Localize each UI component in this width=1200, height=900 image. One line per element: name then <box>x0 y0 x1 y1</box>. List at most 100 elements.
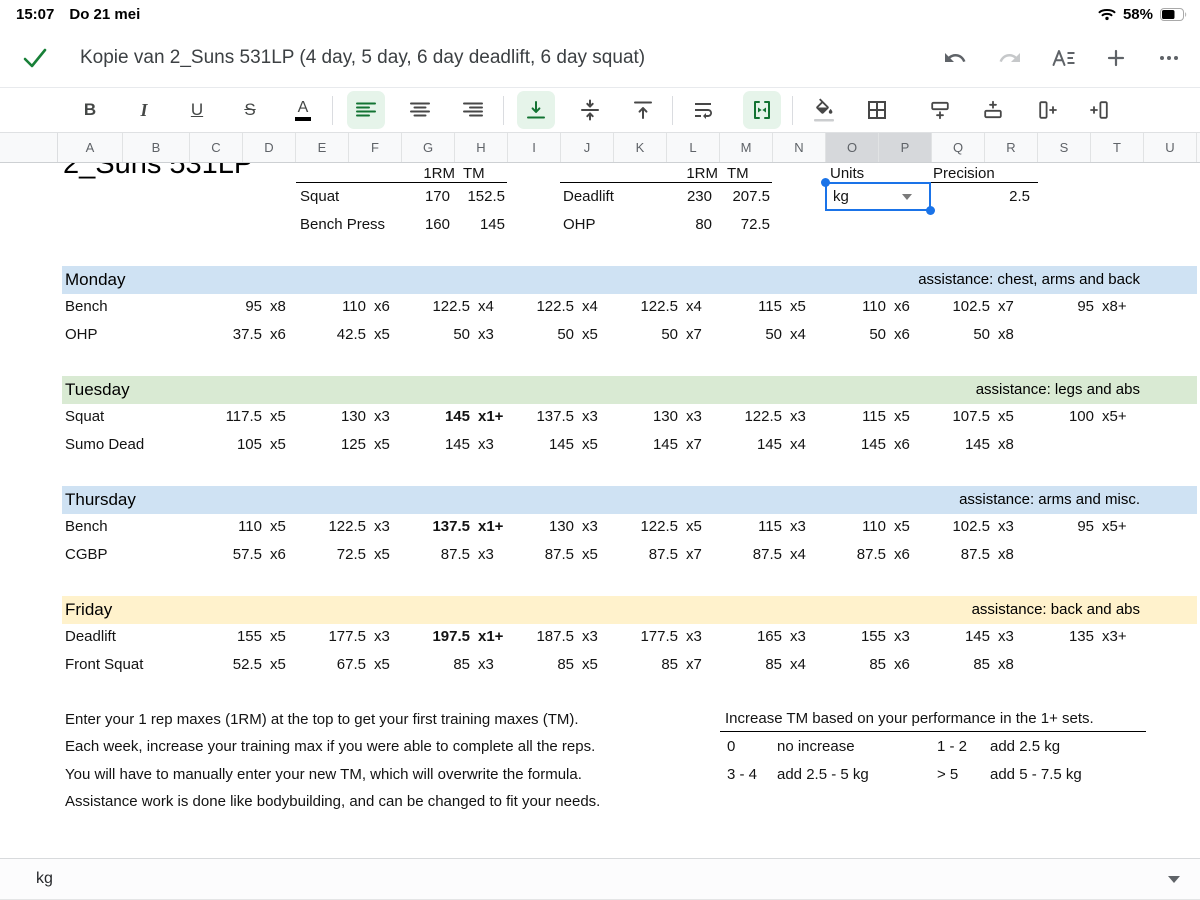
set-cell[interactable]: 135 x3+ <box>1030 623 1134 651</box>
set-cell[interactable]: 85 x4 <box>718 651 822 679</box>
set-cell[interactable]: 115 x5 <box>822 403 926 431</box>
set-cell[interactable]: 102.5 x7 <box>926 293 1030 321</box>
column-header[interactable]: T <box>1091 133 1144 162</box>
set-cell[interactable]: 145 x3 <box>406 431 510 459</box>
day-banner-monday[interactable]: Monday assistance: chest, arms and back <box>62 265 1197 294</box>
set-cell[interactable]: 87.5 x6 <box>822 541 926 569</box>
align-right-button[interactable] <box>454 91 492 129</box>
set-cell[interactable]: 122.5 x3 <box>302 513 406 541</box>
cell-1rm[interactable]: 160 <box>424 215 450 233</box>
cell-tm[interactable]: 72.5 <box>740 215 770 233</box>
cell-exercise-label[interactable]: Deadlift <box>563 188 614 205</box>
column-header[interactable]: A <box>58 133 123 162</box>
exercise-name[interactable]: Sumo Dead <box>65 435 145 453</box>
column-header[interactable]: I <box>508 133 561 162</box>
set-cell[interactable]: 197.5 x1+ <box>406 623 510 651</box>
set-cell[interactable]: 122.5 x4 <box>510 293 614 321</box>
set-cell[interactable]: 87.5 x4 <box>718 541 822 569</box>
set-cell[interactable]: 187.5 x3 <box>510 623 614 651</box>
set-cell[interactable]: 100 x5+ <box>1030 403 1134 431</box>
header-tm-right[interactable]: TM <box>727 165 749 182</box>
set-cell[interactable]: 87.5 x3 <box>406 541 510 569</box>
set-cell[interactable]: 115 x3 <box>718 513 822 541</box>
valign-top-button[interactable] <box>624 91 662 129</box>
column-header[interactable]: C <box>190 133 243 162</box>
cell-exercise-label[interactable]: Bench Press <box>300 215 386 233</box>
column-header[interactable]: L <box>667 133 720 162</box>
tm-value[interactable]: no increase <box>777 738 855 755</box>
cell-dropdown-icon[interactable] <box>902 194 912 200</box>
bold-button[interactable]: B <box>71 91 109 129</box>
set-cell[interactable]: 130 x3 <box>614 403 718 431</box>
set-cell[interactable]: 117.5 x5 <box>198 403 302 431</box>
set-cell[interactable]: 85 x6 <box>822 651 926 679</box>
set-cell[interactable]: 122.5 x3 <box>718 403 822 431</box>
tm-value[interactable]: add 2.5 - 5 kg <box>777 765 869 783</box>
selected-cell-units[interactable]: kg <box>821 178 935 215</box>
header-1rm-left[interactable]: 1RM <box>423 165 455 182</box>
column-header[interactable]: P <box>879 133 932 162</box>
italic-button[interactable]: I <box>125 91 163 129</box>
cell-1rm[interactable]: 170 <box>424 188 450 205</box>
tm-key[interactable]: > 5 <box>937 765 959 783</box>
cell-1rm[interactable]: 80 <box>695 215 712 233</box>
set-cell[interactable]: 50 x6 <box>822 321 926 349</box>
header-units[interactable]: Units <box>830 165 865 182</box>
set-cell[interactable]: 110 x6 <box>822 293 926 321</box>
set-cell[interactable]: 67.5 x5 <box>302 651 406 679</box>
insert-row-above-button[interactable] <box>974 91 1012 129</box>
set-cell[interactable]: 85 x7 <box>614 651 718 679</box>
exercise-name[interactable]: CGBP <box>65 545 108 563</box>
exercise-name[interactable]: Bench <box>65 298 108 315</box>
set-cell[interactable]: 95 x8+ <box>1030 293 1134 321</box>
set-cell[interactable]: 50 x5 <box>510 321 614 349</box>
cell-tm[interactable]: 145 <box>479 215 505 233</box>
column-header[interactable]: G <box>402 133 455 162</box>
set-cell[interactable]: 85 x8 <box>926 651 1030 679</box>
insert-row-below-button[interactable] <box>921 91 959 129</box>
note-line[interactable]: Enter your 1 rep maxes (1RM) at the top … <box>65 710 579 728</box>
note-line[interactable]: You will have to manually enter your new… <box>65 765 582 783</box>
more-button[interactable] <box>1149 38 1189 78</box>
set-cell[interactable]: 110 x6 <box>302 293 406 321</box>
set-cell[interactable]: 137.5 x1+ <box>406 513 510 541</box>
cell-precision-value[interactable]: 2.5 <box>1009 188 1030 205</box>
set-cell[interactable]: 87.5 x5 <box>510 541 614 569</box>
set-cell[interactable]: 95 x5+ <box>1030 513 1134 541</box>
selection-handle-top-left[interactable] <box>821 178 830 187</box>
header-1rm-right[interactable]: 1RM <box>686 165 718 182</box>
set-cell[interactable]: 122.5 x4 <box>406 293 510 321</box>
column-header[interactable]: H <box>455 133 508 162</box>
exercise-name[interactable]: Deadlift <box>65 628 116 645</box>
underline-button[interactable]: U <box>178 91 216 129</box>
set-cell[interactable]: 57.5 x6 <box>198 541 302 569</box>
expand-caret-icon[interactable] <box>1168 876 1180 883</box>
column-header[interactable]: M <box>720 133 773 162</box>
column-header[interactable]: O <box>826 133 879 162</box>
set-cell[interactable]: 155 x3 <box>822 623 926 651</box>
column-header[interactable]: S <box>1038 133 1091 162</box>
set-cell[interactable]: 107.5 x5 <box>926 403 1030 431</box>
select-all-corner[interactable] <box>0 133 58 162</box>
tm-value[interactable]: add 5 - 7.5 kg <box>990 765 1082 783</box>
set-cell[interactable]: 145 x6 <box>822 431 926 459</box>
sheet-title-cell[interactable]: 2_Suns 531LP <box>63 163 493 183</box>
wrap-text-button[interactable] <box>684 91 722 129</box>
column-header[interactable]: E <box>296 133 349 162</box>
set-cell[interactable]: 177.5 x3 <box>614 623 718 651</box>
exercise-name[interactable]: Front Squat <box>65 655 144 673</box>
set-cell[interactable]: 165 x3 <box>718 623 822 651</box>
cell-1rm[interactable]: 230 <box>686 188 712 205</box>
set-cell[interactable]: 145 x7 <box>614 431 718 459</box>
column-header[interactable]: U <box>1144 133 1197 162</box>
valign-middle-button[interactable] <box>571 91 609 129</box>
tm-key[interactable]: 0 <box>727 738 736 755</box>
column-header[interactable]: D <box>243 133 296 162</box>
insert-column-right-button[interactable] <box>1029 91 1067 129</box>
set-cell[interactable]: 72.5 x5 <box>302 541 406 569</box>
set-cell[interactable]: 130 x3 <box>510 513 614 541</box>
set-cell[interactable]: 52.5 x5 <box>198 651 302 679</box>
day-banner-tuesday[interactable]: Tuesday assistance: legs and abs <box>62 375 1197 404</box>
header-precision[interactable]: Precision <box>933 165 995 182</box>
set-cell[interactable]: 122.5 x5 <box>614 513 718 541</box>
